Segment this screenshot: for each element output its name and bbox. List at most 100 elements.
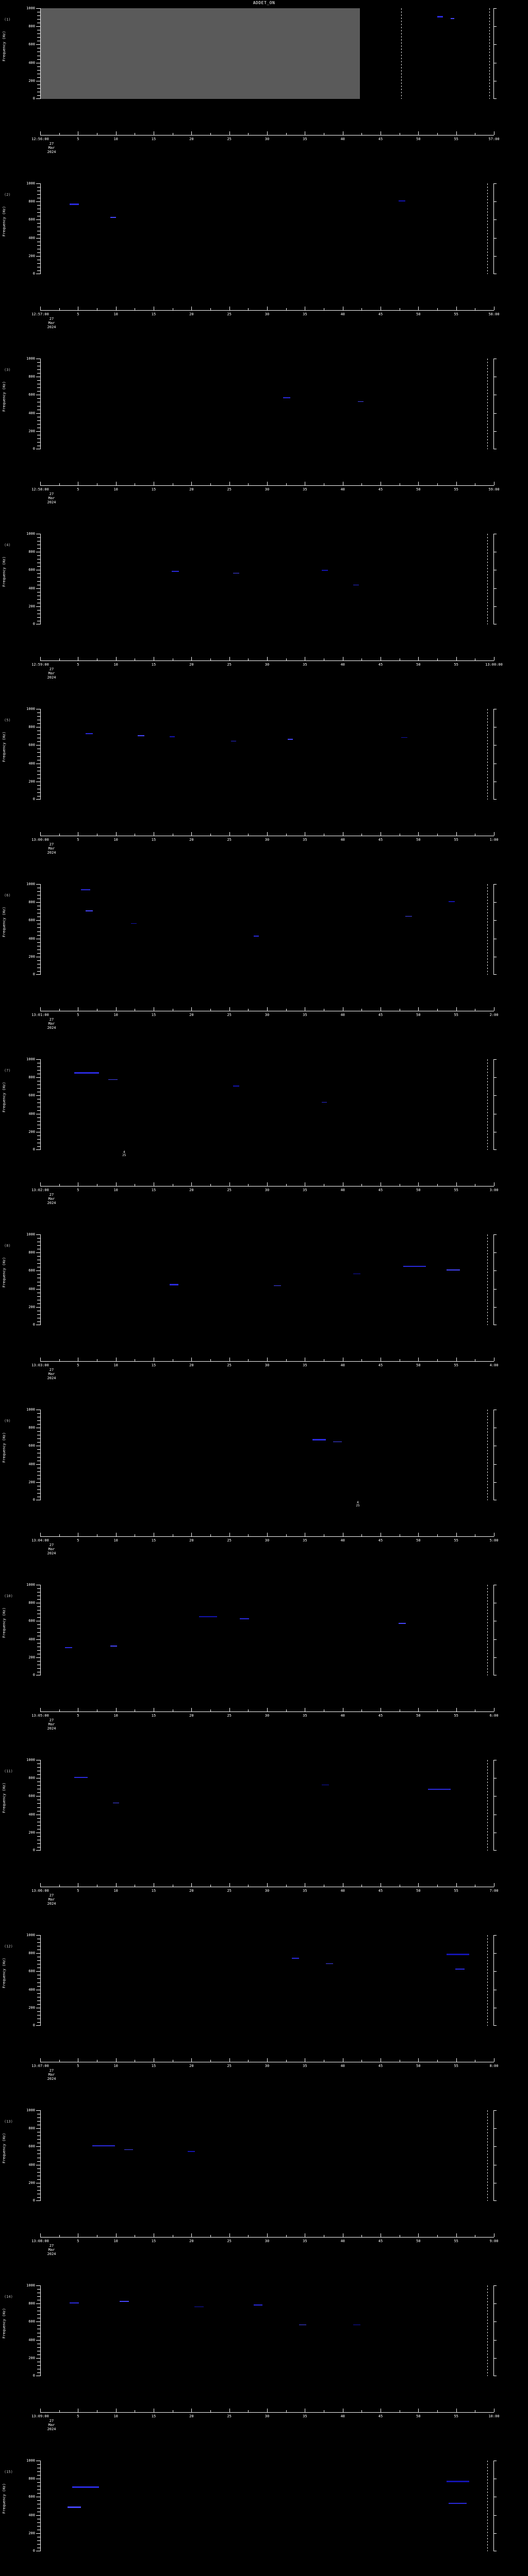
plot-area[interactable] xyxy=(40,1059,494,1150)
panel-index-label: (7) xyxy=(4,1069,11,1073)
y-minor-tick xyxy=(37,438,40,439)
y-minor-tick xyxy=(37,2336,40,2337)
y-minor-tick xyxy=(37,1456,40,1458)
panel-index-label: (5) xyxy=(4,718,11,722)
y-tick-label: 0 xyxy=(32,1147,35,1151)
x-minor-tick xyxy=(248,1885,249,1887)
plot-area[interactable] xyxy=(40,1234,494,1325)
detection-mark xyxy=(437,16,443,18)
x-tick-label: 20 xyxy=(189,1538,194,1543)
y-tick xyxy=(36,1307,40,1308)
plot-area[interactable] xyxy=(40,2110,494,2201)
y-tick-label: 0 xyxy=(32,1848,35,1852)
y-minor-tick xyxy=(37,953,40,954)
y-minor-tick xyxy=(37,1471,40,1472)
plot-area[interactable] xyxy=(40,1585,494,1675)
right-axis-line xyxy=(493,1760,494,1851)
y-minor-tick xyxy=(37,398,40,399)
y-minor-tick xyxy=(37,1785,40,1786)
y-minor-tick xyxy=(37,1438,40,1439)
x-tick-label: 10 xyxy=(113,2239,118,2243)
x-major-tick xyxy=(191,2409,192,2412)
x-start-time-label: 13:04:00 xyxy=(31,1538,49,1543)
y-minor-tick xyxy=(37,1303,40,1304)
y-axis-line xyxy=(40,1234,41,1325)
x-minor-tick xyxy=(437,1009,438,1011)
y-tick xyxy=(36,1289,40,1290)
plot-area[interactable] xyxy=(40,2461,494,2551)
y-minor-tick xyxy=(37,1668,40,1669)
y-minor-tick xyxy=(37,1792,40,1793)
y-tick xyxy=(36,2200,40,2201)
x-start-time-label: 13:01:00 xyxy=(31,1013,49,1017)
y-tick-label: 200 xyxy=(28,1655,35,1659)
x-major-tick xyxy=(456,1358,457,1361)
y-minor-tick xyxy=(37,741,40,742)
x-major-tick xyxy=(229,307,230,310)
y-axis-line xyxy=(40,1760,41,1851)
x-tick-label: 10 xyxy=(113,1013,118,1017)
x-minor-tick xyxy=(59,1009,60,1011)
x-minor-tick xyxy=(59,1709,60,1711)
plot-area[interactable] xyxy=(40,8,494,99)
plot-area[interactable] xyxy=(40,709,494,800)
y-minor-tick xyxy=(37,77,40,78)
y-tick xyxy=(36,183,40,184)
x-major-tick xyxy=(229,832,230,836)
y-minor-tick xyxy=(37,245,40,246)
y-minor-tick xyxy=(37,1128,40,1129)
plot-area[interactable] xyxy=(40,1760,494,1851)
x-tick-label: 45 xyxy=(378,838,383,842)
y-tick-label: 200 xyxy=(28,779,35,784)
y-minor-tick xyxy=(37,1274,40,1275)
y-tick-label: 600 xyxy=(28,393,35,397)
y-minor-tick xyxy=(37,1066,40,1067)
plot-area[interactable] xyxy=(40,1935,494,2026)
x-start-time-label: 12:58:00 xyxy=(31,487,49,492)
event-vertical-line xyxy=(401,8,402,99)
y-tick-label: 200 xyxy=(28,1304,35,1309)
x-tick-label: 35 xyxy=(303,1889,307,1893)
right-axis-line xyxy=(493,709,494,800)
x-start-time-label: 13:07:00 xyxy=(31,2064,49,2068)
event-vertical-line xyxy=(487,709,488,800)
plot-area[interactable] xyxy=(40,884,494,975)
y-minor-tick xyxy=(37,1263,40,1264)
y-minor-tick xyxy=(37,66,40,67)
x-tick-label: 5 xyxy=(77,663,79,667)
x-minor-tick xyxy=(59,2060,60,2062)
x-major-tick xyxy=(229,131,230,135)
x-major-tick xyxy=(267,482,268,485)
x-tick-label: 45 xyxy=(378,1538,383,1543)
plot-area[interactable] xyxy=(40,359,494,449)
y-minor-tick xyxy=(37,767,40,768)
x-tick-label: 30 xyxy=(265,1363,270,1367)
x-tick-label: 20 xyxy=(189,1363,194,1367)
plot-area[interactable] xyxy=(40,183,494,274)
x-major-tick xyxy=(116,1182,117,1186)
y-minor-tick xyxy=(37,909,40,910)
y-minor-tick xyxy=(37,2544,40,2545)
detection-mark xyxy=(333,1441,342,1443)
x-tick-label: 30 xyxy=(265,1714,270,1718)
y-minor-tick xyxy=(37,1088,40,1089)
panel-index-label: (12) xyxy=(4,1944,13,1948)
x-tick-label: 10 xyxy=(113,137,118,141)
y-minor-tick xyxy=(37,2197,40,2198)
plot-area[interactable] xyxy=(40,534,494,624)
x-axis-line xyxy=(40,2412,494,2413)
plot-area[interactable] xyxy=(40,2285,494,2376)
y-minor-tick xyxy=(37,2004,40,2005)
x-major-tick xyxy=(191,1533,192,1536)
x-minor-tick xyxy=(361,2235,362,2237)
x-start-time-label: 13:03:00 xyxy=(31,1363,49,1367)
y-minor-tick xyxy=(37,2475,40,2476)
x-major-tick xyxy=(229,2058,230,2062)
x-major-tick xyxy=(456,1883,457,1887)
x-tick-label: 50 xyxy=(416,312,421,316)
y-minor-tick xyxy=(37,88,40,89)
x-major-tick xyxy=(418,1007,419,1011)
y-tick-right xyxy=(494,2025,497,2026)
plot-area[interactable] xyxy=(40,1410,494,1500)
y-tick xyxy=(36,1482,40,1483)
